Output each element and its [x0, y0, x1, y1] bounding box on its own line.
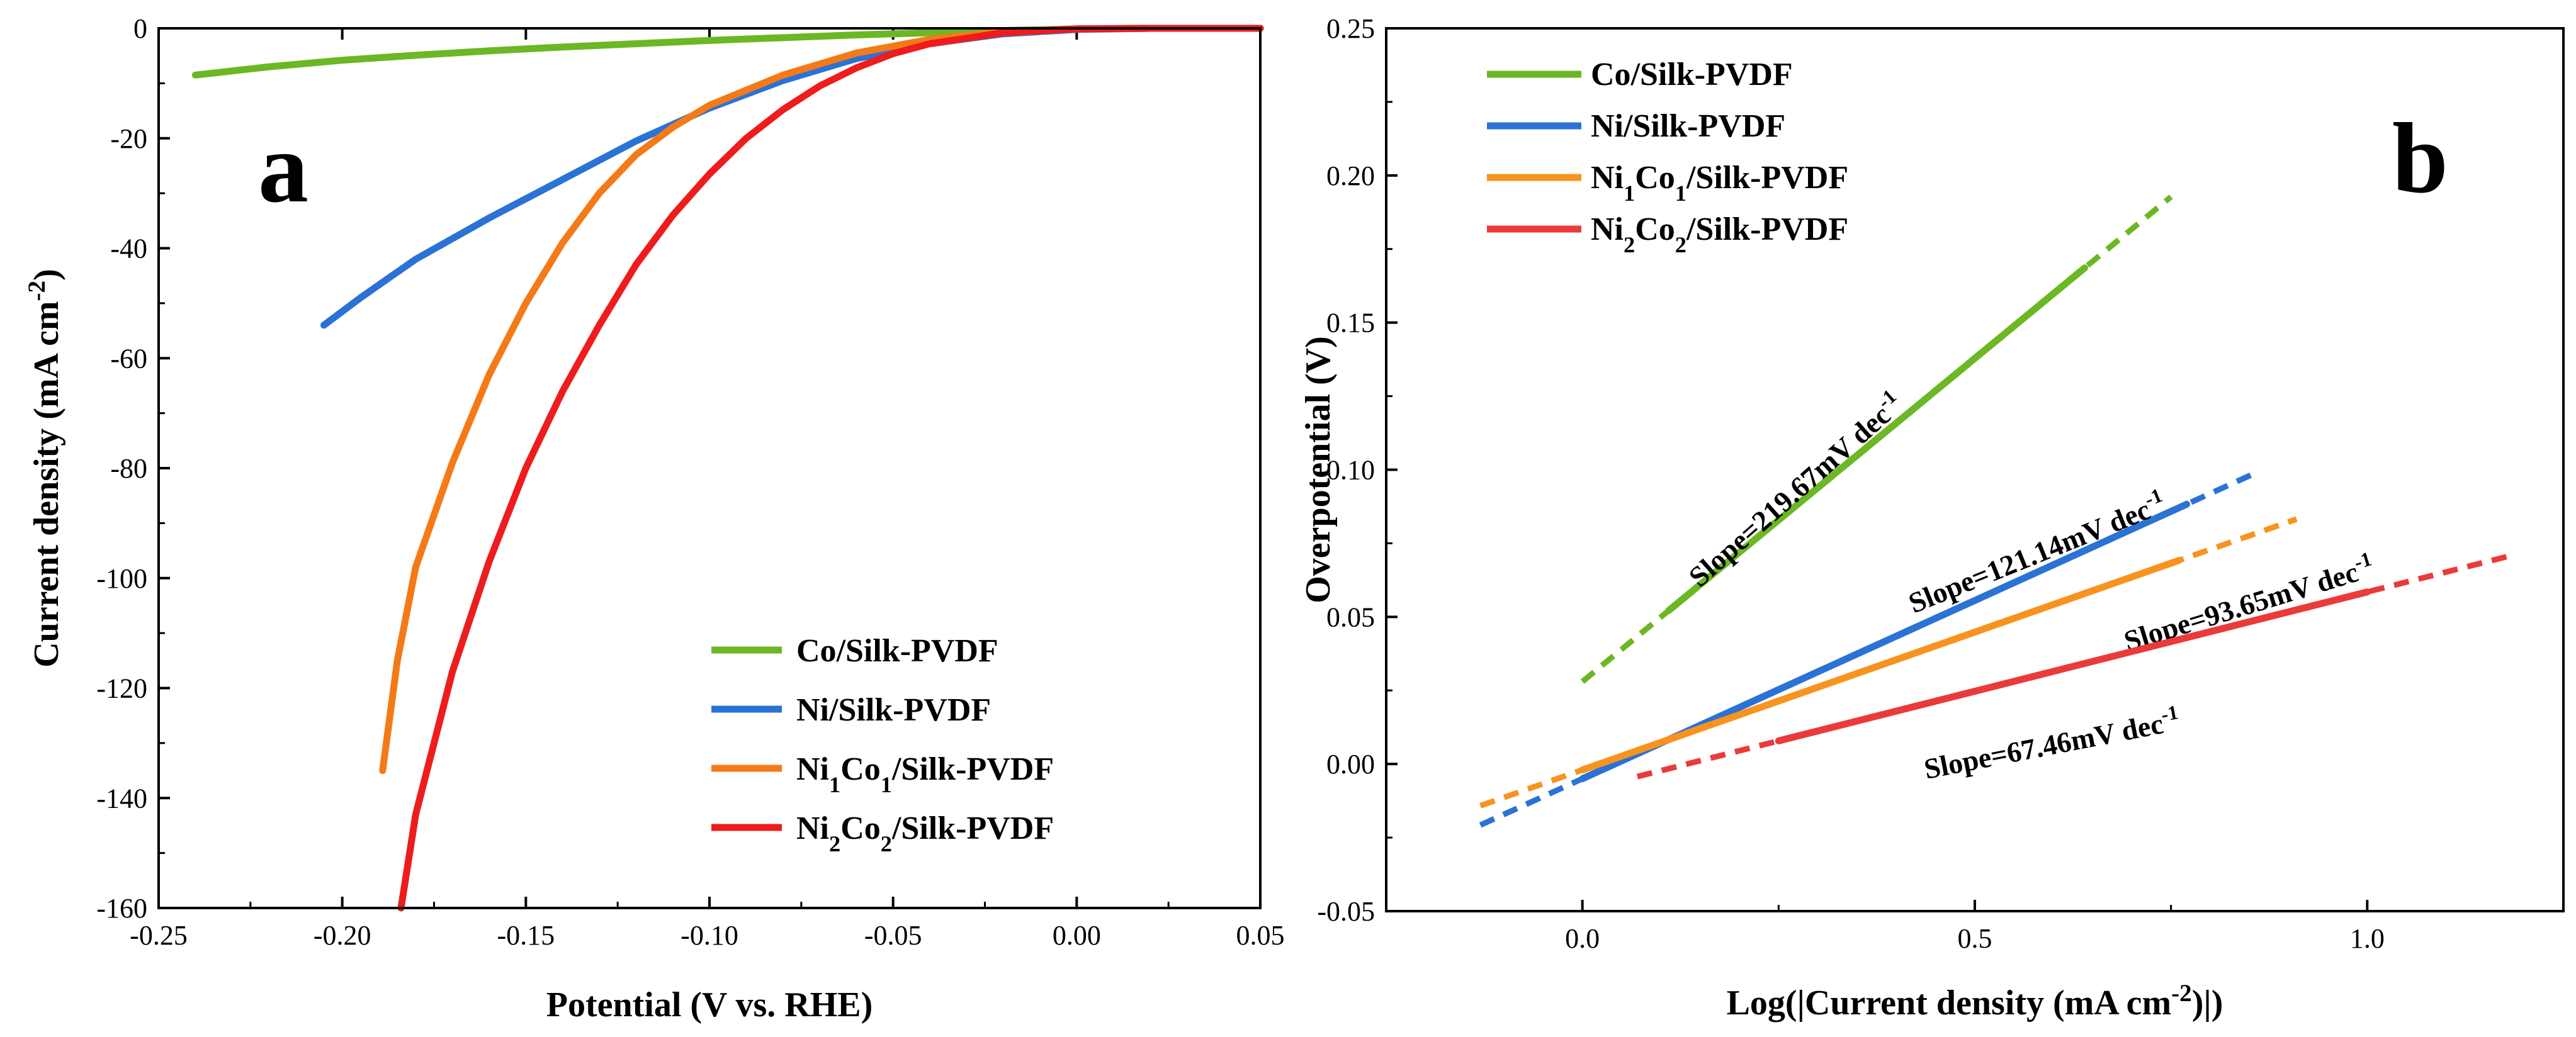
- plot-frame-a: [157, 27, 1262, 909]
- legend-label-b: Ni2Co2/Silk-PVDF: [1591, 211, 1848, 257]
- fit-line-ni2co2-silk-pvdf: [1775, 588, 2371, 744]
- panel-label-b: b: [2392, 102, 2448, 214]
- y-tick-label-b: -0.05: [1317, 896, 1375, 927]
- y-axis-label-a: Current density (mA cm-2): [23, 269, 67, 668]
- y-tick-label-a: -20: [110, 123, 147, 154]
- x-axis-label-a: Potential (V vs. RHE): [546, 985, 873, 1024]
- fit-line-co-silk-pvdf: [1665, 264, 2089, 614]
- legend-label-b: Ni/Silk-PVDF: [1591, 108, 1785, 144]
- fit-line-ni1co1-silk-pvdf: [1579, 557, 2183, 774]
- legend-label-b: Co/Silk-PVDF: [1591, 57, 1793, 92]
- y-tick-label-a: -80: [110, 453, 147, 484]
- x-tick-label-a: 0.05: [1236, 920, 1285, 951]
- y-tick-label-b: 0.20: [1326, 160, 1375, 191]
- y-tick-label-a: -120: [96, 673, 147, 704]
- y-tick-label-b: 0.10: [1326, 455, 1375, 486]
- y-tick-label-a: -100: [96, 563, 147, 594]
- y-tick-label-a: -160: [96, 893, 147, 924]
- y-tick-label-b: 0.05: [1326, 602, 1375, 632]
- legend-label-a: Ni/Silk-PVDF: [796, 692, 991, 728]
- y-tick-label-b: 0.00: [1326, 749, 1375, 780]
- plot-frame-b: [1385, 27, 2565, 912]
- panel-a-chart: -0.25 -0.20 -0.15 -0.10 -0.05 0.00 0.05 0 -20 -40…: [23, 13, 1285, 1024]
- x-tick-label-a: -0.15: [497, 920, 555, 951]
- legend-label-a: Ni1Co1/Silk-PVDF: [796, 751, 1054, 797]
- y-tick-label-a: -60: [110, 343, 147, 374]
- x-axis-label-b: Log(|Current density (mA cm-2)|): [1727, 980, 2223, 1023]
- x-tick-label-a: -0.20: [314, 920, 371, 951]
- legend-label-a: Co/Silk-PVDF: [796, 633, 998, 669]
- x-tick-label-a: 0.00: [1053, 920, 1101, 951]
- y-tick-label-a: 0: [133, 13, 147, 44]
- legend-label-a: Ni2Co2/Silk-PVDF: [796, 810, 1054, 856]
- y-tick-label-b: 0.25: [1326, 13, 1375, 44]
- x-tick-label-a: -0.05: [864, 920, 922, 951]
- x-tick-label-a: -0.25: [130, 920, 188, 951]
- x-tick-label-b: 0.5: [1958, 923, 1992, 954]
- y-tick-label-a: -140: [96, 783, 147, 814]
- y-axis-label-b: Overpotential (V): [1299, 336, 1338, 603]
- panel-label-a: a: [258, 111, 308, 223]
- series-line-ni2co2-silk-pvdf: [397, 25, 1264, 912]
- y-tick-label-a: -40: [110, 233, 147, 264]
- y-tick-label-b: 0.15: [1326, 308, 1375, 339]
- legend-label-b: Ni1Co1/Silk-PVDF: [1591, 160, 1848, 206]
- x-tick-label-b: 0.0: [1565, 923, 1600, 954]
- x-tick-label-a: -0.10: [681, 920, 738, 951]
- x-tick-label-b: 1.0: [2350, 923, 2385, 954]
